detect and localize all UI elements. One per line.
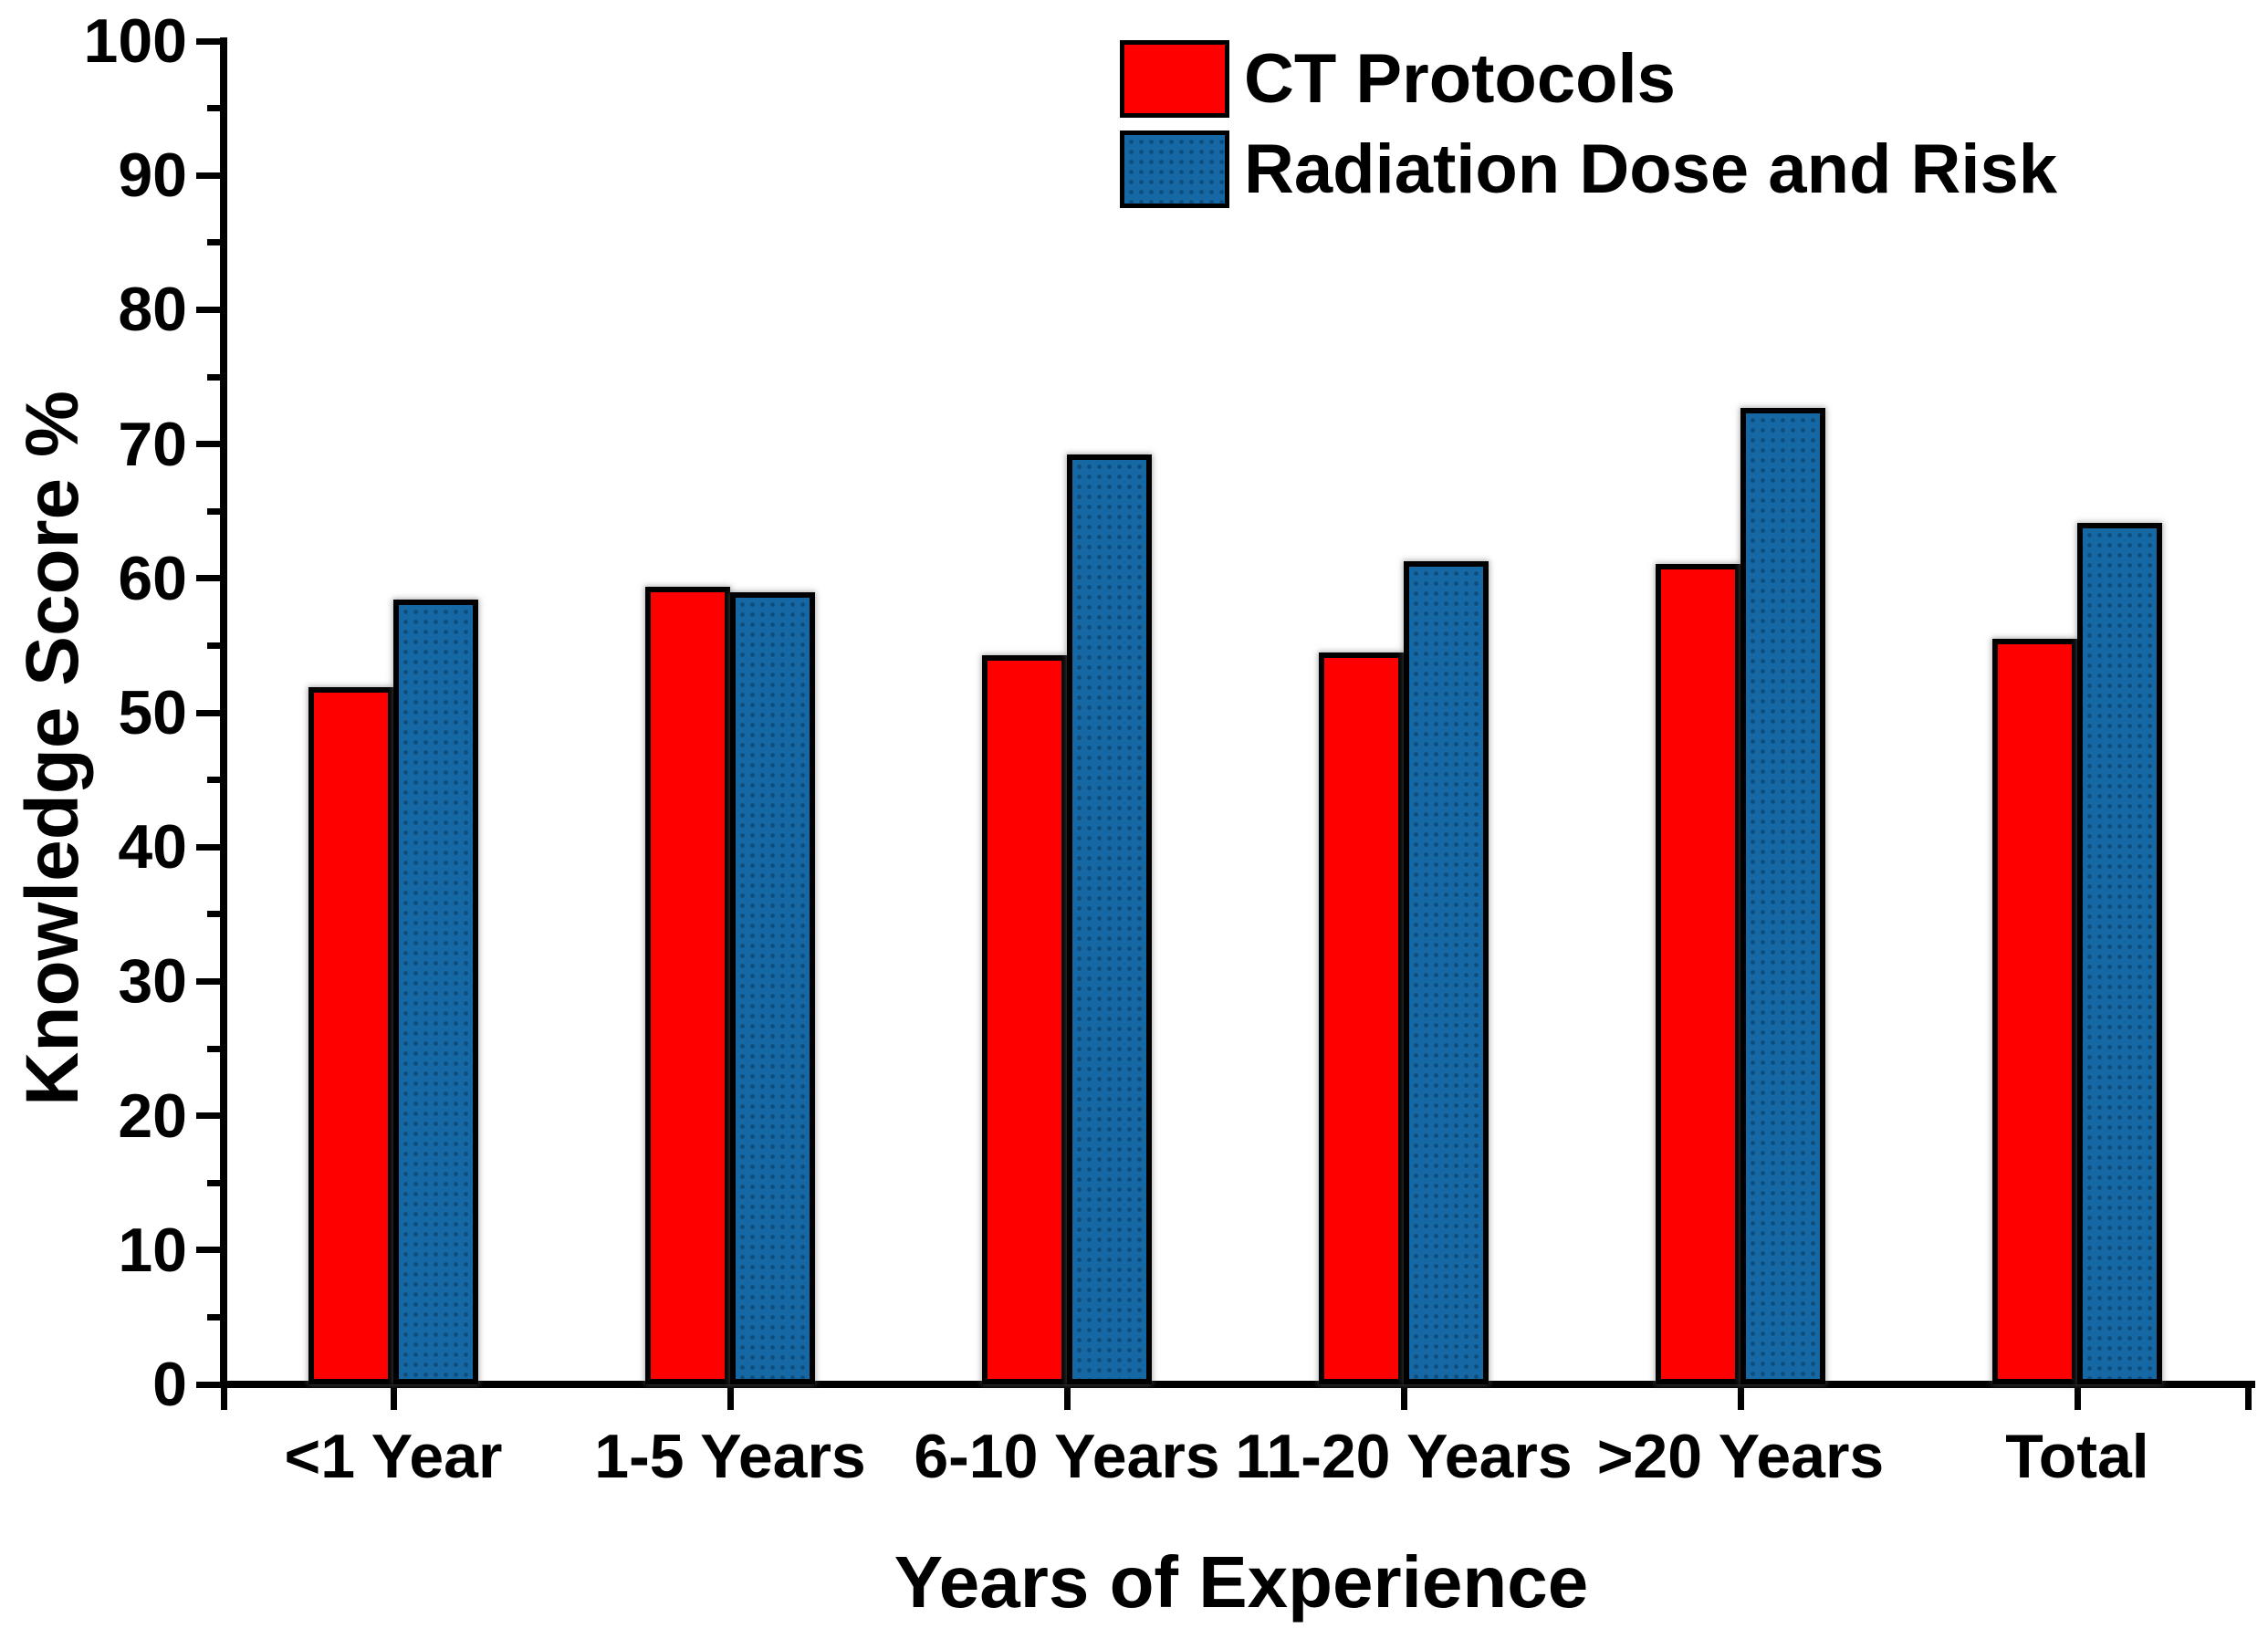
y-tick-label: 40 (118, 812, 187, 882)
y-major-tick (196, 441, 220, 448)
legend-label-radiation-dose-and-risk: Radiation Dose and Risk (1244, 130, 2058, 208)
bar-radiation-dose-and-risk-6-10-years (1067, 454, 1152, 1384)
y-major-tick (196, 977, 220, 985)
legend: CT Protocols Radiation Dose and Risk (1120, 39, 2057, 220)
y-minor-tick (207, 1179, 220, 1186)
bar-ct-protocols-1-5-years (645, 586, 730, 1384)
y-tick-label: 0 (152, 1350, 187, 1419)
y-tick-label: 20 (118, 1080, 187, 1151)
y-axis-line (220, 37, 227, 1388)
y-minor-tick (207, 239, 220, 246)
y-minor-tick (207, 911, 220, 918)
x-tick-label: 11-20 Years (1235, 1422, 1573, 1491)
x-tick (2074, 1388, 2081, 1410)
y-minor-tick (207, 777, 220, 784)
x-tick-label: <1 Year (284, 1422, 503, 1491)
x-tick-label: 1-5 Years (594, 1422, 866, 1491)
y-major-tick (196, 1112, 220, 1120)
y-tick-label: 90 (118, 141, 187, 211)
y-minor-tick (207, 105, 220, 112)
y-minor-tick (207, 1045, 220, 1052)
bar-ct-protocols-11-20-years (1319, 652, 1404, 1384)
x-tick (1400, 1388, 1407, 1410)
bar-ct-protocols-6-10-years (982, 654, 1067, 1384)
y-major-tick (196, 1381, 220, 1388)
legend-label-ct-protocols: CT Protocols (1244, 40, 1676, 118)
y-tick-label: 30 (118, 946, 187, 1017)
y-tick-label: 10 (118, 1215, 187, 1285)
y-minor-tick (207, 642, 220, 649)
y-tick-label: 100 (83, 6, 187, 76)
y-major-tick (196, 709, 220, 716)
y-tick-label: 60 (118, 543, 187, 613)
y-major-tick (196, 575, 220, 582)
x-tick-label: Total (2005, 1422, 2149, 1491)
y-minor-tick (207, 507, 220, 515)
bar-radiation-dose-and-risk-20-years (1740, 407, 1825, 1384)
x-tick (726, 1388, 734, 1410)
legend-swatch-radiation-dose-and-risk (1120, 130, 1229, 208)
x-axis-title: Years of Experience (894, 1541, 1589, 1623)
x-tick-label: >20 Years (1596, 1422, 1885, 1491)
y-major-tick (196, 306, 220, 313)
bar-radiation-dose-and-risk-1-5-years (730, 591, 815, 1384)
x-tick (220, 1388, 227, 1410)
y-minor-tick (207, 1313, 220, 1321)
x-tick-label: 6-10 Years (914, 1422, 1220, 1491)
y-tick-label: 50 (118, 678, 187, 747)
bar-ct-protocols-20-years (1656, 563, 1740, 1384)
x-tick (390, 1388, 397, 1410)
legend-item-ct-protocols: CT Protocols (1120, 39, 2057, 119)
x-tick (2244, 1388, 2252, 1410)
y-tick-label: 70 (118, 409, 187, 479)
x-tick (1737, 1388, 1744, 1410)
legend-item-radiation-dose-and-risk: Radiation Dose and Risk (1120, 130, 2057, 209)
y-major-tick (196, 37, 220, 45)
y-major-tick (196, 843, 220, 851)
bar-radiation-dose-and-risk-11-20-years (1404, 560, 1489, 1384)
y-major-tick (196, 1247, 220, 1254)
bar-ct-protocols-1-year (308, 687, 393, 1384)
legend-swatch-ct-protocols (1120, 40, 1229, 118)
x-tick (1063, 1388, 1071, 1410)
y-tick-label: 80 (118, 275, 187, 345)
y-minor-tick (207, 373, 220, 381)
x-axis-line (220, 1381, 2255, 1388)
bar-ct-protocols-total (1992, 639, 2077, 1384)
y-major-tick (196, 172, 220, 179)
bar-radiation-dose-and-risk-1-year (393, 600, 478, 1384)
bar-radiation-dose-and-risk-total (2077, 523, 2162, 1384)
